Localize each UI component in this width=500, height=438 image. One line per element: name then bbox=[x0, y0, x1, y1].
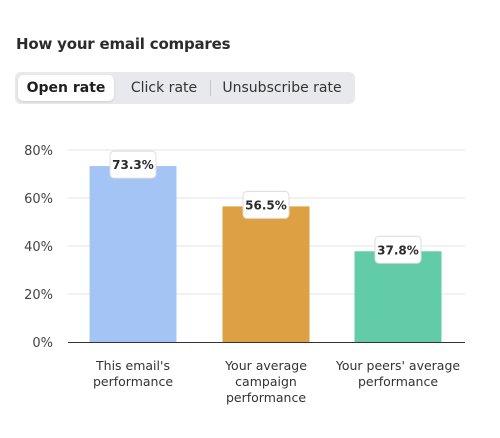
y-tick-label: 20% bbox=[24, 288, 53, 303]
tab-divider bbox=[210, 80, 211, 96]
x-category-label: Your peers' average performance bbox=[335, 358, 461, 389]
y-tick-label: 80% bbox=[24, 144, 53, 159]
y-tick-label: 0% bbox=[32, 336, 53, 351]
tab-unsubscribe-rate[interactable]: Unsubscribe rate bbox=[222, 80, 342, 96]
data-label: 37.8% bbox=[374, 235, 422, 264]
x-category-label: Your average campaign performance bbox=[224, 358, 307, 405]
y-axis-ticks: 0% 20% 40% 60% 80% bbox=[24, 144, 53, 351]
bar-peers-average bbox=[354, 251, 442, 342]
category-labels: This email's performance Your average campa… bbox=[93, 358, 460, 405]
data-label: 73.3% bbox=[109, 150, 157, 179]
y-tick-label: 40% bbox=[24, 240, 53, 255]
tab-open-rate[interactable]: Open rate bbox=[18, 75, 114, 101]
x-category-label: This email's performance bbox=[93, 358, 173, 389]
data-label-box bbox=[109, 150, 157, 179]
y-tick-label: 60% bbox=[24, 192, 53, 207]
data-label: 56.5% bbox=[242, 190, 290, 219]
bar-average-campaign bbox=[222, 206, 310, 342]
data-label-text: 37.8% bbox=[377, 243, 419, 257]
bar-this-email bbox=[89, 166, 177, 342]
tab-click-rate[interactable]: Click rate bbox=[130, 80, 198, 96]
section-title: How your email compares bbox=[16, 35, 231, 53]
data-label-box bbox=[374, 235, 422, 264]
data-label-box bbox=[242, 190, 290, 219]
data-labels: 73.3% 56.5% 37.8% bbox=[109, 150, 422, 264]
bars bbox=[89, 166, 442, 342]
data-label-text: 56.5% bbox=[245, 198, 287, 212]
metric-tabs: Open rate Click rate Unsubscribe rate bbox=[15, 72, 355, 104]
data-label-text: 73.3% bbox=[112, 158, 154, 172]
